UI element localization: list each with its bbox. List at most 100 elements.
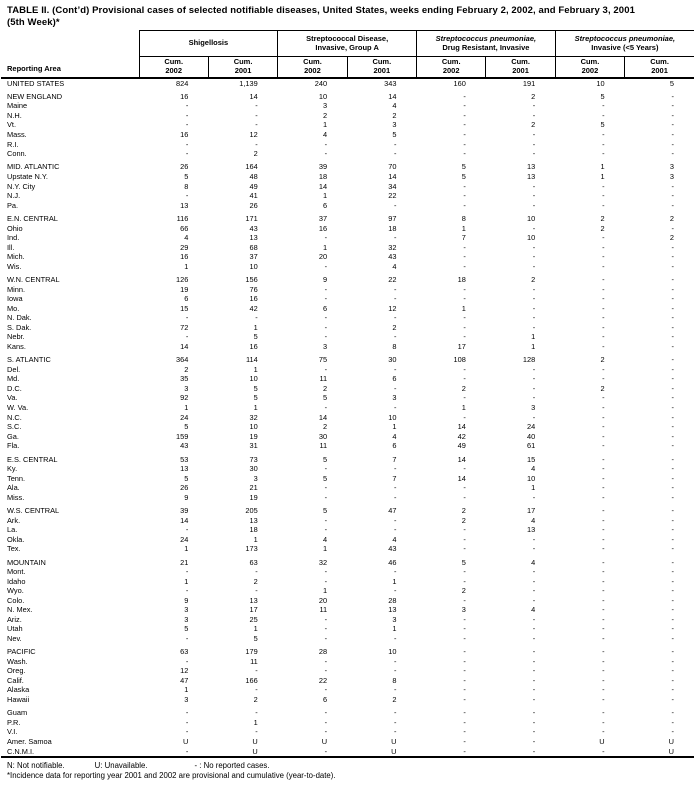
reporting-area-cell: Nebr. xyxy=(7,332,25,342)
reporting-area-cell: Tex. xyxy=(7,544,21,554)
table-row: Wash. - 11 - - - - - - xyxy=(1,657,694,667)
value-cell: - xyxy=(602,595,605,605)
reporting-area-header: Reporting Area xyxy=(1,30,139,79)
value-cell: 10 xyxy=(388,412,397,422)
value-cell: 5 xyxy=(461,162,466,172)
table-row: Kans. 14 16 3 8 17 1 - - xyxy=(1,342,694,352)
reporting-area-cell: La. xyxy=(7,525,18,535)
table-row: MOUNTAIN 21 63 32 46 5 4 - - xyxy=(1,558,694,568)
value-cell: - xyxy=(532,412,536,422)
value-cell: 31 xyxy=(249,441,258,451)
footnote-legend: N: Not notifiable. U: Unavailable. - : No … xyxy=(7,761,694,771)
value-cell: 2 xyxy=(461,586,466,596)
value-cell: - xyxy=(532,284,536,294)
value-cell: - xyxy=(185,708,189,718)
table-row: Wyo. - - 1 - 2 - - - xyxy=(1,586,694,596)
value-cell: - xyxy=(602,557,605,567)
table-row: N.Y. City 8 49 14 34 - - - - xyxy=(1,182,694,192)
value-cell: 42 xyxy=(457,431,466,441)
value-cell: - xyxy=(185,120,189,130)
value-cell: - xyxy=(463,139,466,149)
column-shigellosis-cum-2001: Cum. 2001 xyxy=(207,56,278,79)
value-cell: 18 xyxy=(249,525,258,535)
value-cell: - xyxy=(671,464,674,474)
table-row: S.C. 5 10 2 1 14 24 - - xyxy=(1,422,694,432)
value-cell: 75 xyxy=(318,355,328,365)
value-cell: 156 xyxy=(245,275,258,285)
value-cell: - xyxy=(324,656,328,666)
value-cell: 5 xyxy=(600,120,605,130)
value-cell: 32 xyxy=(249,412,258,422)
value-cell: 53 xyxy=(180,454,189,464)
reporting-area-cell: E.S. CENTRAL xyxy=(7,454,58,464)
value-cell: - xyxy=(324,464,328,474)
value-cell: - xyxy=(602,130,605,140)
value-cell: - xyxy=(185,191,189,201)
table-row: Md. 35 10 11 6 - - - - xyxy=(1,374,694,384)
table-row: Guam - - - - - - - - xyxy=(1,708,694,718)
value-cell: 4 xyxy=(392,534,397,544)
value-cell: 12 xyxy=(180,666,189,676)
value-cell: - xyxy=(671,223,674,233)
value-cell: - xyxy=(324,294,328,304)
value-cell: 13 xyxy=(249,595,258,605)
value-cell: 47 xyxy=(180,675,189,685)
reporting-area-cell: Mass. xyxy=(7,130,27,140)
value-cell: - xyxy=(532,223,536,233)
value-cell: - xyxy=(602,181,605,191)
value-cell: - xyxy=(602,492,605,502)
value-cell: - xyxy=(394,284,397,294)
value-cell: - xyxy=(671,695,674,705)
reporting-area-cell: NEW ENGLAND xyxy=(7,91,63,101)
value-cell: 7 xyxy=(461,233,466,243)
value-cell: - xyxy=(394,233,397,243)
reporting-area-cell: Ohio xyxy=(7,223,23,233)
value-cell: - xyxy=(602,402,605,412)
value-cell: 30 xyxy=(388,355,397,365)
value-cell: - xyxy=(324,313,328,323)
value-cell: 1 xyxy=(253,402,258,412)
value-cell: 2 xyxy=(461,383,466,393)
value-cell: - xyxy=(255,313,258,323)
table-row: PACIFIC 63 179 28 10 - - - - xyxy=(1,647,694,657)
value-cell: - xyxy=(532,656,536,666)
value-cell: 9 xyxy=(184,595,189,605)
reporting-area-cell: N.H. xyxy=(7,110,22,120)
value-cell: - xyxy=(394,525,397,535)
reporting-area-cell: P.R. xyxy=(7,717,21,727)
value-cell: - xyxy=(671,506,674,516)
value-cell: 2 xyxy=(323,383,328,393)
column-strep-pneumoniae-drug-resistant-cum-2001: Cum. 2001 xyxy=(485,56,556,79)
value-cell: 4 xyxy=(392,431,397,441)
column-shigellosis-cum-2002: Cum. 2002 xyxy=(138,56,209,79)
column-group-strep-pneumoniae-drug-resistant: Streptococcus pneumoniae, Drug Resistant,… xyxy=(416,30,556,57)
value-cell: - xyxy=(671,685,674,695)
value-cell: - xyxy=(463,633,466,643)
value-cell: - xyxy=(185,149,189,159)
value-cell: - xyxy=(394,200,397,210)
value-cell: 1 xyxy=(253,364,258,374)
value-cell: 37 xyxy=(249,252,258,262)
value-cell: 173 xyxy=(245,544,258,554)
value-cell: 63 xyxy=(180,647,189,657)
reporting-area-cell: Hawaii xyxy=(7,695,30,705)
table-row: Colo. 9 13 20 28 - - - - xyxy=(1,596,694,606)
table-row: Nebr. - 5 - - - 1 - - xyxy=(1,332,694,342)
value-cell: 5 xyxy=(323,506,328,516)
value-cell: - xyxy=(463,708,466,718)
value-cell: - xyxy=(602,374,605,384)
value-cell: - xyxy=(602,252,605,262)
reporting-area-cell: Del. xyxy=(7,364,21,374)
column-group-strep-pneumoniae-under-5: Streptococcus pneumoniae, Invasive (<5 Ye… xyxy=(554,30,694,57)
value-cell: - xyxy=(671,101,674,111)
value-cell: - xyxy=(532,383,536,393)
value-cell: 39 xyxy=(318,162,328,172)
reporting-area-cell: Pa. xyxy=(7,200,19,210)
value-cell: - xyxy=(602,647,605,657)
value-cell: 1 xyxy=(184,576,189,586)
value-cell: 92 xyxy=(180,393,189,403)
value-cell: U xyxy=(183,737,189,747)
footnote-not-notifiable: N: Not notifiable. xyxy=(7,761,65,771)
value-cell: - xyxy=(602,708,605,718)
reporting-area-cell: Mich. xyxy=(7,252,25,262)
